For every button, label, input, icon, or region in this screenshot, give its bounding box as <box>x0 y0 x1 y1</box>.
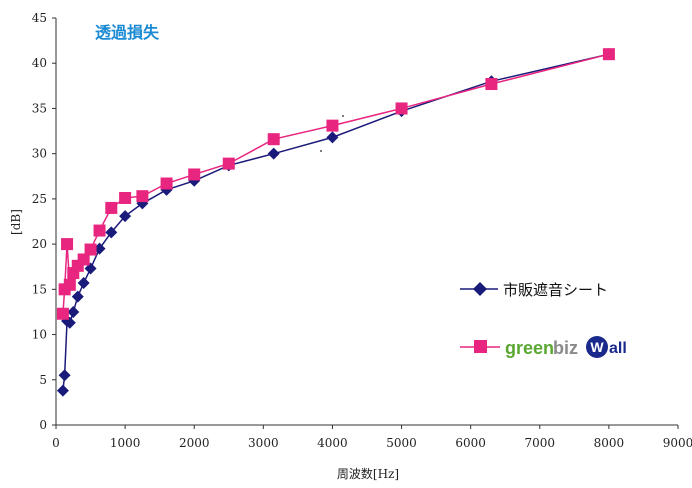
data-point-diamond <box>105 226 118 239</box>
legend-marker-square <box>474 340 487 353</box>
legend-marker-diamond <box>473 282 487 296</box>
data-point-square <box>395 102 408 115</box>
x-tick-label: 5000 <box>386 436 417 450</box>
chart-title: 透過損失 <box>95 23 160 42</box>
data-point-diamond <box>58 369 71 382</box>
data-point-square <box>326 119 339 132</box>
y-tick-label: 20 <box>32 237 47 251</box>
data-point-square <box>602 48 615 61</box>
data-point-square <box>222 157 235 170</box>
data-point-diamond <box>67 305 80 318</box>
data-point-diamond <box>326 131 339 144</box>
data-point-square <box>119 191 132 204</box>
x-tick-label: 4000 <box>317 436 348 450</box>
data-point-square <box>485 78 498 91</box>
data-point-square <box>63 278 76 291</box>
series-greenbiz-wall <box>56 48 615 320</box>
series-area <box>56 48 615 397</box>
greenbiz-wall-logo: green biz W all <box>505 336 627 358</box>
x-tick-label: 7000 <box>525 436 556 450</box>
data-point-square <box>77 253 90 266</box>
x-axis-title: 周波数[Hz] <box>337 466 399 481</box>
x-tick-label: 0 <box>52 436 60 450</box>
x-tick-label: 9000 <box>663 436 692 450</box>
y-axis-title: [dB] <box>9 209 23 235</box>
data-point-diamond <box>77 277 90 290</box>
data-point-square <box>160 177 173 190</box>
data-point-diamond <box>56 384 69 397</box>
logo-w-letter: W <box>590 339 604 355</box>
y-tick-label: 40 <box>32 56 47 70</box>
legend-label-commercial-sheet: 市販遮音シート <box>503 281 608 299</box>
data-point-square <box>267 133 280 146</box>
legend-item-greenbiz-wall: green biz W all <box>460 336 627 358</box>
data-point-diamond <box>267 147 280 160</box>
data-point-square <box>136 190 149 203</box>
x-tick-label: 2000 <box>179 436 210 450</box>
y-tick-group: 0 5 10 15 20 25 30 35 40 45 <box>32 11 56 432</box>
legend: 市販遮音シート green biz W all <box>460 281 627 358</box>
y-tick-label: 25 <box>32 192 47 206</box>
data-point-square <box>56 307 69 320</box>
data-point-diamond <box>119 210 132 223</box>
logo-green-text: green <box>505 338 554 358</box>
legend-item-commercial-sheet: 市販遮音シート <box>460 281 608 299</box>
x-tick-label: 8000 <box>594 436 625 450</box>
x-tick-group: 0 1000 2000 3000 4000 5000 6000 7000 8000 9000 <box>52 425 692 450</box>
y-tick-label: 0 <box>39 418 47 432</box>
y-tick-label: 15 <box>32 282 47 296</box>
data-point-square <box>105 201 118 214</box>
x-tick-label: 1000 <box>110 436 141 450</box>
y-tick-label: 10 <box>32 328 47 342</box>
logo-all-text: all <box>609 340 627 357</box>
data-point-square <box>188 168 201 181</box>
y-tick-label: 5 <box>39 373 47 387</box>
logo-biz-text: biz <box>553 338 578 358</box>
data-point-square <box>84 243 97 256</box>
y-tick-label: 30 <box>32 147 47 161</box>
data-point-diamond <box>63 316 76 329</box>
stray-dot <box>342 115 344 117</box>
x-tick-label: 6000 <box>455 436 486 450</box>
data-point-diamond <box>84 262 97 275</box>
y-tick-label: 35 <box>32 101 47 115</box>
x-tick-label: 3000 <box>248 436 279 450</box>
data-point-square <box>61 238 74 251</box>
y-tick-label: 45 <box>32 11 47 25</box>
stray-dot <box>320 150 322 152</box>
data-point-diamond <box>71 290 84 303</box>
series-line <box>62 53 610 314</box>
data-point-square <box>93 224 106 237</box>
logo-w-circle <box>586 336 608 358</box>
